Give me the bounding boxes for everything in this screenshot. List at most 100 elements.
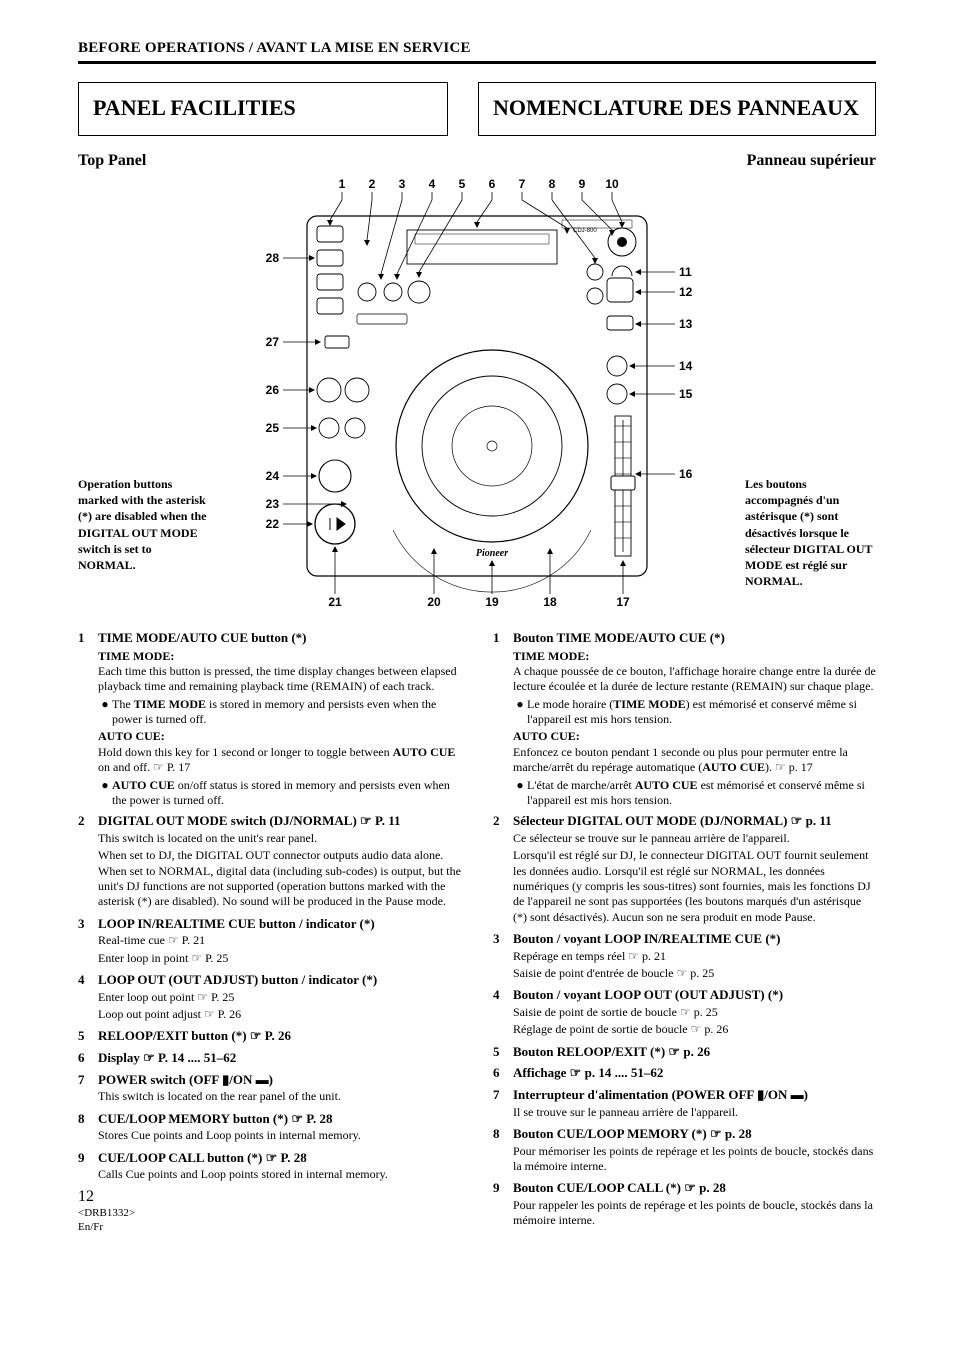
callout-label: 1 — [339, 177, 346, 191]
item-desc: Pour mémoriser les points de repérage et… — [513, 1144, 876, 1175]
title-box-right: NOMENCLATURE DES PANNEAUX — [478, 82, 876, 136]
item-desc: Each time this button is pressed, the ti… — [98, 664, 461, 695]
item-desc: Stores Cue points and Loop points in int… — [98, 1128, 461, 1143]
item-title: LOOP OUT (OUT ADJUST) button / indicator… — [98, 972, 461, 989]
list-item: 3LOOP IN/REALTIME CUE button / indicator… — [78, 916, 461, 968]
item-number: 7 — [493, 1087, 513, 1122]
item-desc: A chaque poussée de ce bouton, l'afficha… — [513, 664, 876, 695]
callout-label: 23 — [266, 497, 280, 511]
item-number: 8 — [78, 1111, 98, 1146]
callout-label: 10 — [605, 177, 619, 191]
item-title: Affichage ☞ p. 14 .... 51–62 — [513, 1065, 876, 1082]
title-right: NOMENCLATURE DES PANNEAUX — [493, 95, 861, 121]
list-item: 9CUE/LOOP CALL button (*) ☞ P. 28Calls C… — [78, 1150, 461, 1185]
item-subhead: AUTO CUE: — [513, 729, 876, 744]
diagram-row: Operation buttons marked with the asteri… — [78, 176, 876, 612]
title-boxes: PANEL FACILITIES NOMENCLATURE DES PANNEA… — [78, 82, 876, 146]
item-bullet: ●L'état de marche/arrêt AUTO CUE est mém… — [513, 778, 876, 809]
list-item: 7POWER switch (OFF ▮/ON ▬)This switch is… — [78, 1072, 461, 1107]
manual-page: BEFORE OPERATIONS / AVANT LA MISE EN SER… — [0, 0, 954, 1263]
item-bullet: ●Le mode horaire (TIME MODE) est mémoris… — [513, 697, 876, 728]
column-en: 1TIME MODE/AUTO CUE button (*)TIME MODE:… — [78, 626, 461, 1233]
list-item: 6Display ☞ P. 14 .... 51–62 — [78, 1050, 461, 1068]
item-body: Bouton / voyant LOOP OUT (OUT ADJUST) (*… — [513, 987, 876, 1039]
list-item: 2Sélecteur DIGITAL OUT MODE (DJ/NORMAL) … — [493, 813, 876, 927]
item-body: RELOOP/EXIT button (*) ☞ P. 26 — [98, 1028, 461, 1046]
item-number: 2 — [493, 813, 513, 927]
item-title: LOOP IN/REALTIME CUE button / indicator … — [98, 916, 461, 933]
item-number: 9 — [493, 1180, 513, 1230]
callout-label: 6 — [489, 177, 496, 191]
list-item: 9Bouton CUE/LOOP CALL (*) ☞ p. 28Pour ra… — [493, 1180, 876, 1230]
item-body: Bouton / voyant LOOP IN/REALTIME CUE (*)… — [513, 931, 876, 983]
callout-label: 12 — [679, 285, 693, 299]
item-title: Bouton TIME MODE/AUTO CUE (*) — [513, 630, 876, 647]
callout-label: 8 — [549, 177, 556, 191]
callout-label: 25 — [266, 421, 280, 435]
panel-diagram: CDJ-800 — [217, 176, 737, 612]
callout-label: 5 — [459, 177, 466, 191]
item-desc: Réglage de point de sortie de boucle ☞ p… — [513, 1022, 876, 1037]
item-body: Bouton RELOOP/EXIT (*) ☞ p. 26 — [513, 1044, 876, 1062]
item-body: Affichage ☞ p. 14 .... 51–62 — [513, 1065, 876, 1083]
list-item: 6Affichage ☞ p. 14 .... 51–62 — [493, 1065, 876, 1083]
title-box-left: PANEL FACILITIES — [78, 82, 448, 136]
bullet-icon: ● — [98, 697, 112, 728]
subhead-right: Panneau supérieur — [747, 152, 876, 170]
item-subhead: TIME MODE: — [513, 649, 876, 664]
item-title: CUE/LOOP CALL button (*) ☞ P. 28 — [98, 1150, 461, 1167]
list-item: 8CUE/LOOP MEMORY button (*) ☞ P. 28Store… — [78, 1111, 461, 1146]
bullet-text: L'état de marche/arrêt AUTO CUE est mémo… — [527, 778, 876, 809]
item-body: TIME MODE/AUTO CUE button (*)TIME MODE:E… — [98, 630, 461, 809]
item-number: 1 — [493, 630, 513, 809]
list-item: 7Interrupteur d'alimentation (POWER OFF … — [493, 1087, 876, 1122]
item-body: CUE/LOOP MEMORY button (*) ☞ P. 28Stores… — [98, 1111, 461, 1146]
item-desc: Real-time cue ☞ P. 21 — [98, 933, 461, 948]
callout-label: 20 — [427, 595, 441, 609]
list-item: 3Bouton / voyant LOOP IN/REALTIME CUE (*… — [493, 931, 876, 983]
item-desc: Lorsqu'il est réglé sur DJ, le connecteu… — [513, 848, 876, 925]
item-body: DIGITAL OUT MODE switch (DJ/NORMAL) ☞ P.… — [98, 813, 461, 911]
subhead-left: Top Panel — [78, 152, 146, 170]
item-number: 8 — [493, 1126, 513, 1176]
item-desc: This switch is located on the unit's rea… — [98, 831, 461, 846]
item-bullet: ●The TIME MODE is stored in memory and p… — [98, 697, 461, 728]
item-body: POWER switch (OFF ▮/ON ▬)This switch is … — [98, 1072, 461, 1107]
subheads: Top Panel Panneau supérieur — [78, 152, 876, 170]
callout-label: 7 — [519, 177, 526, 191]
item-body: Bouton CUE/LOOP MEMORY (*) ☞ p. 28Pour m… — [513, 1126, 876, 1176]
bullet-text: Le mode horaire (TIME MODE) est mémorisé… — [527, 697, 876, 728]
item-body: LOOP OUT (OUT ADJUST) button / indicator… — [98, 972, 461, 1024]
item-desc: When set to DJ, the DIGITAL OUT connecto… — [98, 848, 461, 909]
bullet-text: AUTO CUE on/off status is stored in memo… — [112, 778, 461, 809]
callout-label: 9 — [579, 177, 586, 191]
bullet-icon: ● — [513, 697, 527, 728]
item-number: 4 — [78, 972, 98, 1024]
item-title: Bouton / voyant LOOP OUT (OUT ADJUST) (*… — [513, 987, 876, 1004]
item-subhead: TIME MODE: — [98, 649, 461, 664]
item-bullet: ●AUTO CUE on/off status is stored in mem… — [98, 778, 461, 809]
callout-label: 11 — [679, 265, 692, 279]
callout-label: 26 — [266, 383, 280, 397]
item-number: 4 — [493, 987, 513, 1039]
item-title: Display ☞ P. 14 .... 51–62 — [98, 1050, 461, 1067]
item-number: 3 — [78, 916, 98, 968]
callout-label: 24 — [266, 469, 280, 483]
item-body: LOOP IN/REALTIME CUE button / indicator … — [98, 916, 461, 968]
note-right: Les boutons accompagnés d'un astérisque … — [737, 176, 876, 589]
item-desc: Saisie de point d'entrée de boucle ☞ p. … — [513, 966, 876, 981]
item-subhead: AUTO CUE: — [98, 729, 461, 744]
item-desc: Enter loop in point ☞ P. 25 — [98, 951, 461, 966]
column-fr: 1Bouton TIME MODE/AUTO CUE (*) TIME MODE:… — [493, 626, 876, 1233]
item-body: Bouton CUE/LOOP CALL (*) ☞ p. 28Pour rap… — [513, 1180, 876, 1230]
item-desc: Calls Cue points and Loop points stored … — [98, 1167, 461, 1182]
item-desc: Saisie de point de sortie de boucle ☞ p.… — [513, 1005, 876, 1020]
title-left: PANEL FACILITIES — [93, 95, 433, 121]
callout-label: 2 — [369, 177, 376, 191]
item-desc: Hold down this key for 1 second or longe… — [98, 745, 461, 776]
item-desc: Loop out point adjust ☞ P. 26 — [98, 1007, 461, 1022]
item-desc: This switch is located on the rear panel… — [98, 1089, 461, 1104]
list-item: 2DIGITAL OUT MODE switch (DJ/NORMAL) ☞ P… — [78, 813, 461, 911]
item-title: Interrupteur d'alimentation (POWER OFF ▮… — [513, 1087, 876, 1104]
callout-label: 21 — [328, 595, 342, 609]
